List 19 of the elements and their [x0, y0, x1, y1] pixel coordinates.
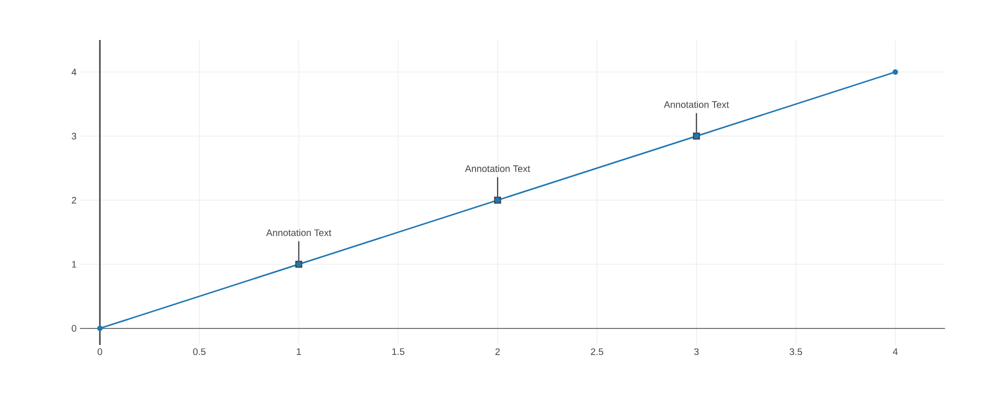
annotation: Annotation Text	[266, 229, 332, 236]
y-tick-label: 0	[72, 324, 76, 332]
y-tick-label: 3	[72, 132, 76, 140]
point	[892, 69, 898, 75]
x-tick-label: 1.5	[392, 348, 404, 355]
x-tick-label: 2	[495, 348, 500, 355]
x-tick-label: 0	[98, 348, 102, 356]
x-tick-label: 3	[694, 348, 699, 356]
x-tick-label: 3.5	[790, 348, 802, 356]
y-tick-label: 1	[72, 261, 76, 268]
annotation: Annotation Text	[464, 165, 530, 172]
x-tick-label: 0.5	[193, 348, 206, 356]
x-tick-label: 2.5	[590, 348, 604, 356]
y-tick-label: 2	[72, 196, 76, 204]
point	[97, 326, 103, 332]
annotation: Annotation Text	[664, 100, 729, 108]
x-tick-label: 1	[296, 348, 301, 355]
y-tick-label: 4	[72, 68, 76, 76]
x-tick-label: 4	[892, 348, 898, 355]
